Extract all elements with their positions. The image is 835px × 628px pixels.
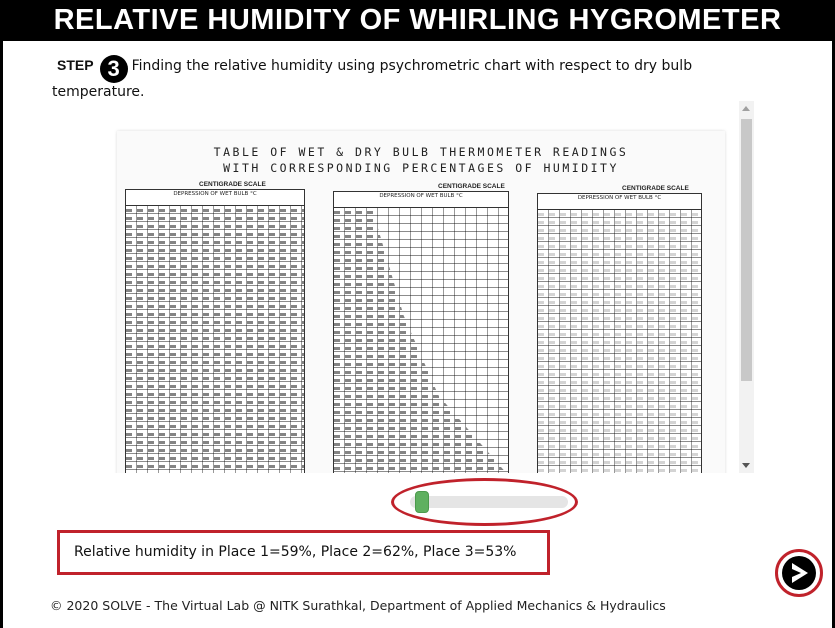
step-label: STEP (57, 57, 94, 73)
scale-label-2: CENTIGRADE SCALE (438, 183, 505, 190)
footer-copyright: © 2020 SOLVE - The Virtual Lab @ NITK Su… (50, 598, 666, 613)
table-1-values (126, 207, 304, 473)
result-box: Relative humidity in Place 1=59%, Place … (57, 530, 550, 575)
scroll-down-arrow-icon[interactable] (742, 463, 750, 468)
table-1-header: DEPRESSION OF WET BULB °C (126, 190, 304, 206)
scale-label-1: CENTIGRADE SCALE (199, 181, 266, 188)
humidity-table-2: DEPRESSION OF WET BULB °C (333, 191, 509, 473)
scrollbar-thumb[interactable] (741, 119, 752, 381)
scroll-up-arrow-icon[interactable] (742, 106, 750, 111)
humidity-table-3: DEPRESSION OF WET BULB °C (537, 193, 702, 473)
step-text: Finding the relative humidity using psyc… (52, 58, 693, 100)
humidity-table-1: DEPRESSION OF WET BULB °C (125, 189, 305, 473)
frame-left-border (0, 41, 3, 628)
psychrometric-table-image: TABLE OF WET & DRY BULB THERMOMETER READ… (117, 131, 725, 473)
table-scroll-slider[interactable] (410, 496, 568, 508)
page-title: RELATIVE HUMIDITY OF WHIRLING HYGROMETER (0, 0, 835, 41)
table-heading-line2: WITH CORRESPONDING PERCENTAGES OF HUMIDI… (223, 161, 619, 175)
next-button[interactable] (775, 549, 823, 597)
slider-thumb[interactable] (414, 491, 429, 513)
table-2-header: DEPRESSION OF WET BULB °C (334, 192, 508, 208)
table-2-values (334, 209, 508, 473)
relative-humidity-result: Relative humidity in Place 1=59%, Place … (74, 544, 517, 560)
viewer-vertical-scrollbar[interactable] (739, 101, 754, 473)
frame-right-border (832, 41, 835, 628)
next-button-disc (782, 556, 816, 590)
arrow-right-circle-icon (792, 563, 808, 583)
psychrometric-table-viewer[interactable]: TABLE OF WET & DRY BULB THERMOMETER READ… (55, 103, 755, 473)
slider-highlight-oval (391, 478, 578, 526)
step-instruction: STEP 3 Finding the relative humidity using… (52, 55, 772, 102)
table-3-values (538, 211, 701, 473)
table-heading-line1: TABLE OF WET & DRY BULB THERMOMETER READ… (213, 145, 629, 159)
step-number-badge: 3 (99, 55, 128, 83)
scale-label-3: CENTIGRADE SCALE (622, 185, 689, 192)
table-3-header: DEPRESSION OF WET BULB °C (538, 194, 701, 210)
